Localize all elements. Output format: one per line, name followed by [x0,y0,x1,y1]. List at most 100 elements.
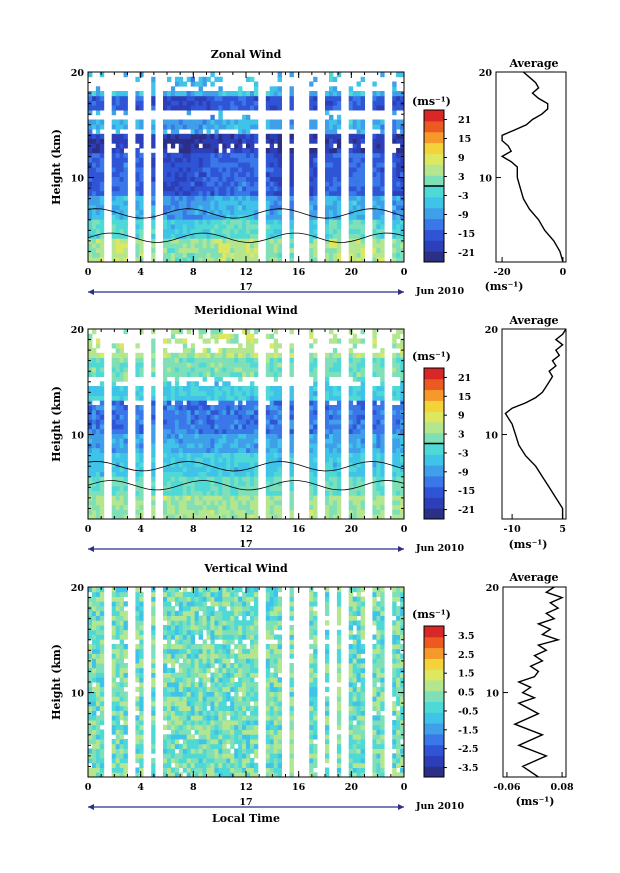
heatmap-cell [242,419,247,425]
heatmap-cell [246,157,251,163]
heatmap-cell [111,362,117,368]
heatmap-cell [163,734,168,740]
heatmap-cell [380,509,385,515]
heatmap-cell [356,500,361,506]
heatmap-cell [115,343,120,349]
heatmap-cell [194,157,199,163]
heatmap-cell [210,485,215,491]
heatmap-cell [226,490,231,496]
heatmap-cell [174,257,180,263]
heatmap-cell [313,433,318,439]
heatmap-cell [234,504,239,510]
heatmap-cell [178,433,184,439]
heatmap-cell [174,481,180,487]
heatmap-cell [210,395,215,401]
heatmap-cell [352,190,357,196]
heatmap-cell [202,219,207,225]
heatmap-cell [352,495,357,501]
heatmap-cell [167,167,172,173]
heatmap-cell [400,452,405,458]
heatmap-cell [289,352,294,358]
heatmap-cell [332,509,338,515]
heatmap-cell [178,639,184,645]
heatmap-cell [376,476,381,482]
heatmap-cell [198,219,203,225]
heatmap-cell [230,400,235,406]
heatmap-cell [92,772,97,778]
heatmap-cell [309,100,314,106]
x-tick-label: 8 [190,267,197,278]
heatmap-cell [99,219,105,225]
heatmap-cell [88,625,93,631]
heatmap-cell [309,452,314,458]
heatmap-cell [194,228,199,234]
heatmap-cell [151,620,156,626]
heatmap-cell [289,181,294,187]
heatmap-cell [198,148,203,154]
heatmap-cell [151,338,156,344]
heatmap-cell [95,443,101,449]
heatmap-cell [99,95,105,101]
heatmap-cell [167,615,172,621]
heatmap-cell [88,610,93,616]
heatmap-cell [174,176,180,182]
heatmap-cell [115,591,120,597]
heatmap-cell [250,219,255,225]
heatmap-cell [210,72,215,78]
heatmap-cell [332,100,338,106]
heatmap-cell [151,205,156,211]
heatmap-cell [222,457,227,463]
heatmap-cell [135,601,140,607]
heatmap-cell [111,591,117,597]
heatmap-cell [214,100,219,106]
heatmap-cell [194,490,199,496]
heatmap-cell [92,625,97,631]
heatmap-cell [186,663,192,669]
heatmap-cell [178,133,184,139]
heatmap-cell [392,252,397,258]
heatmap-cell [206,148,211,154]
heatmap-cell [194,386,199,392]
heatmap-cell [238,205,243,211]
heatmap-cell [115,762,120,768]
heatmap-cell [167,471,172,477]
heatmap-cell [111,457,117,463]
heatmap-cell [88,724,93,730]
heatmap-cell [88,729,93,735]
heatmap-cell [88,362,93,368]
heatmap-cell [396,514,401,520]
heatmap-cell [186,352,192,358]
heatmap-cell [226,362,231,368]
heatmap-cell [289,405,294,411]
heatmap-cell [186,648,192,654]
heatmap-cell [186,720,192,726]
heatmap-cell [269,485,274,491]
heatmap-cell [348,348,354,354]
heatmap-cell [202,186,207,192]
heatmap-cell [332,195,338,201]
heatmap-cell [88,476,93,482]
heatmap-cell [356,443,361,449]
heatmap-cell [348,100,354,106]
heatmap-cell [167,186,172,192]
heatmap-cell [198,205,203,211]
heatmap-cell [123,634,128,640]
heatmap-cell [119,739,124,745]
heatmap-cell [186,471,192,477]
heatmap-cell [135,205,140,211]
heatmap-cell [178,452,184,458]
heatmap-cell [111,672,117,678]
heatmap-cell [380,200,385,206]
heatmap-cell [277,386,282,392]
heatmap-cell [194,696,199,702]
heatmap-cell [202,400,207,406]
heatmap-cell [289,476,294,482]
heatmap-cell [348,443,354,449]
heatmap-cell [178,76,184,82]
heatmap-cell [174,743,180,749]
heatmap-cell [178,724,184,730]
heatmap-cell [352,143,357,149]
heatmap-cell [178,596,184,602]
heatmap-cell [329,86,334,92]
heatmap-cell [372,167,377,173]
